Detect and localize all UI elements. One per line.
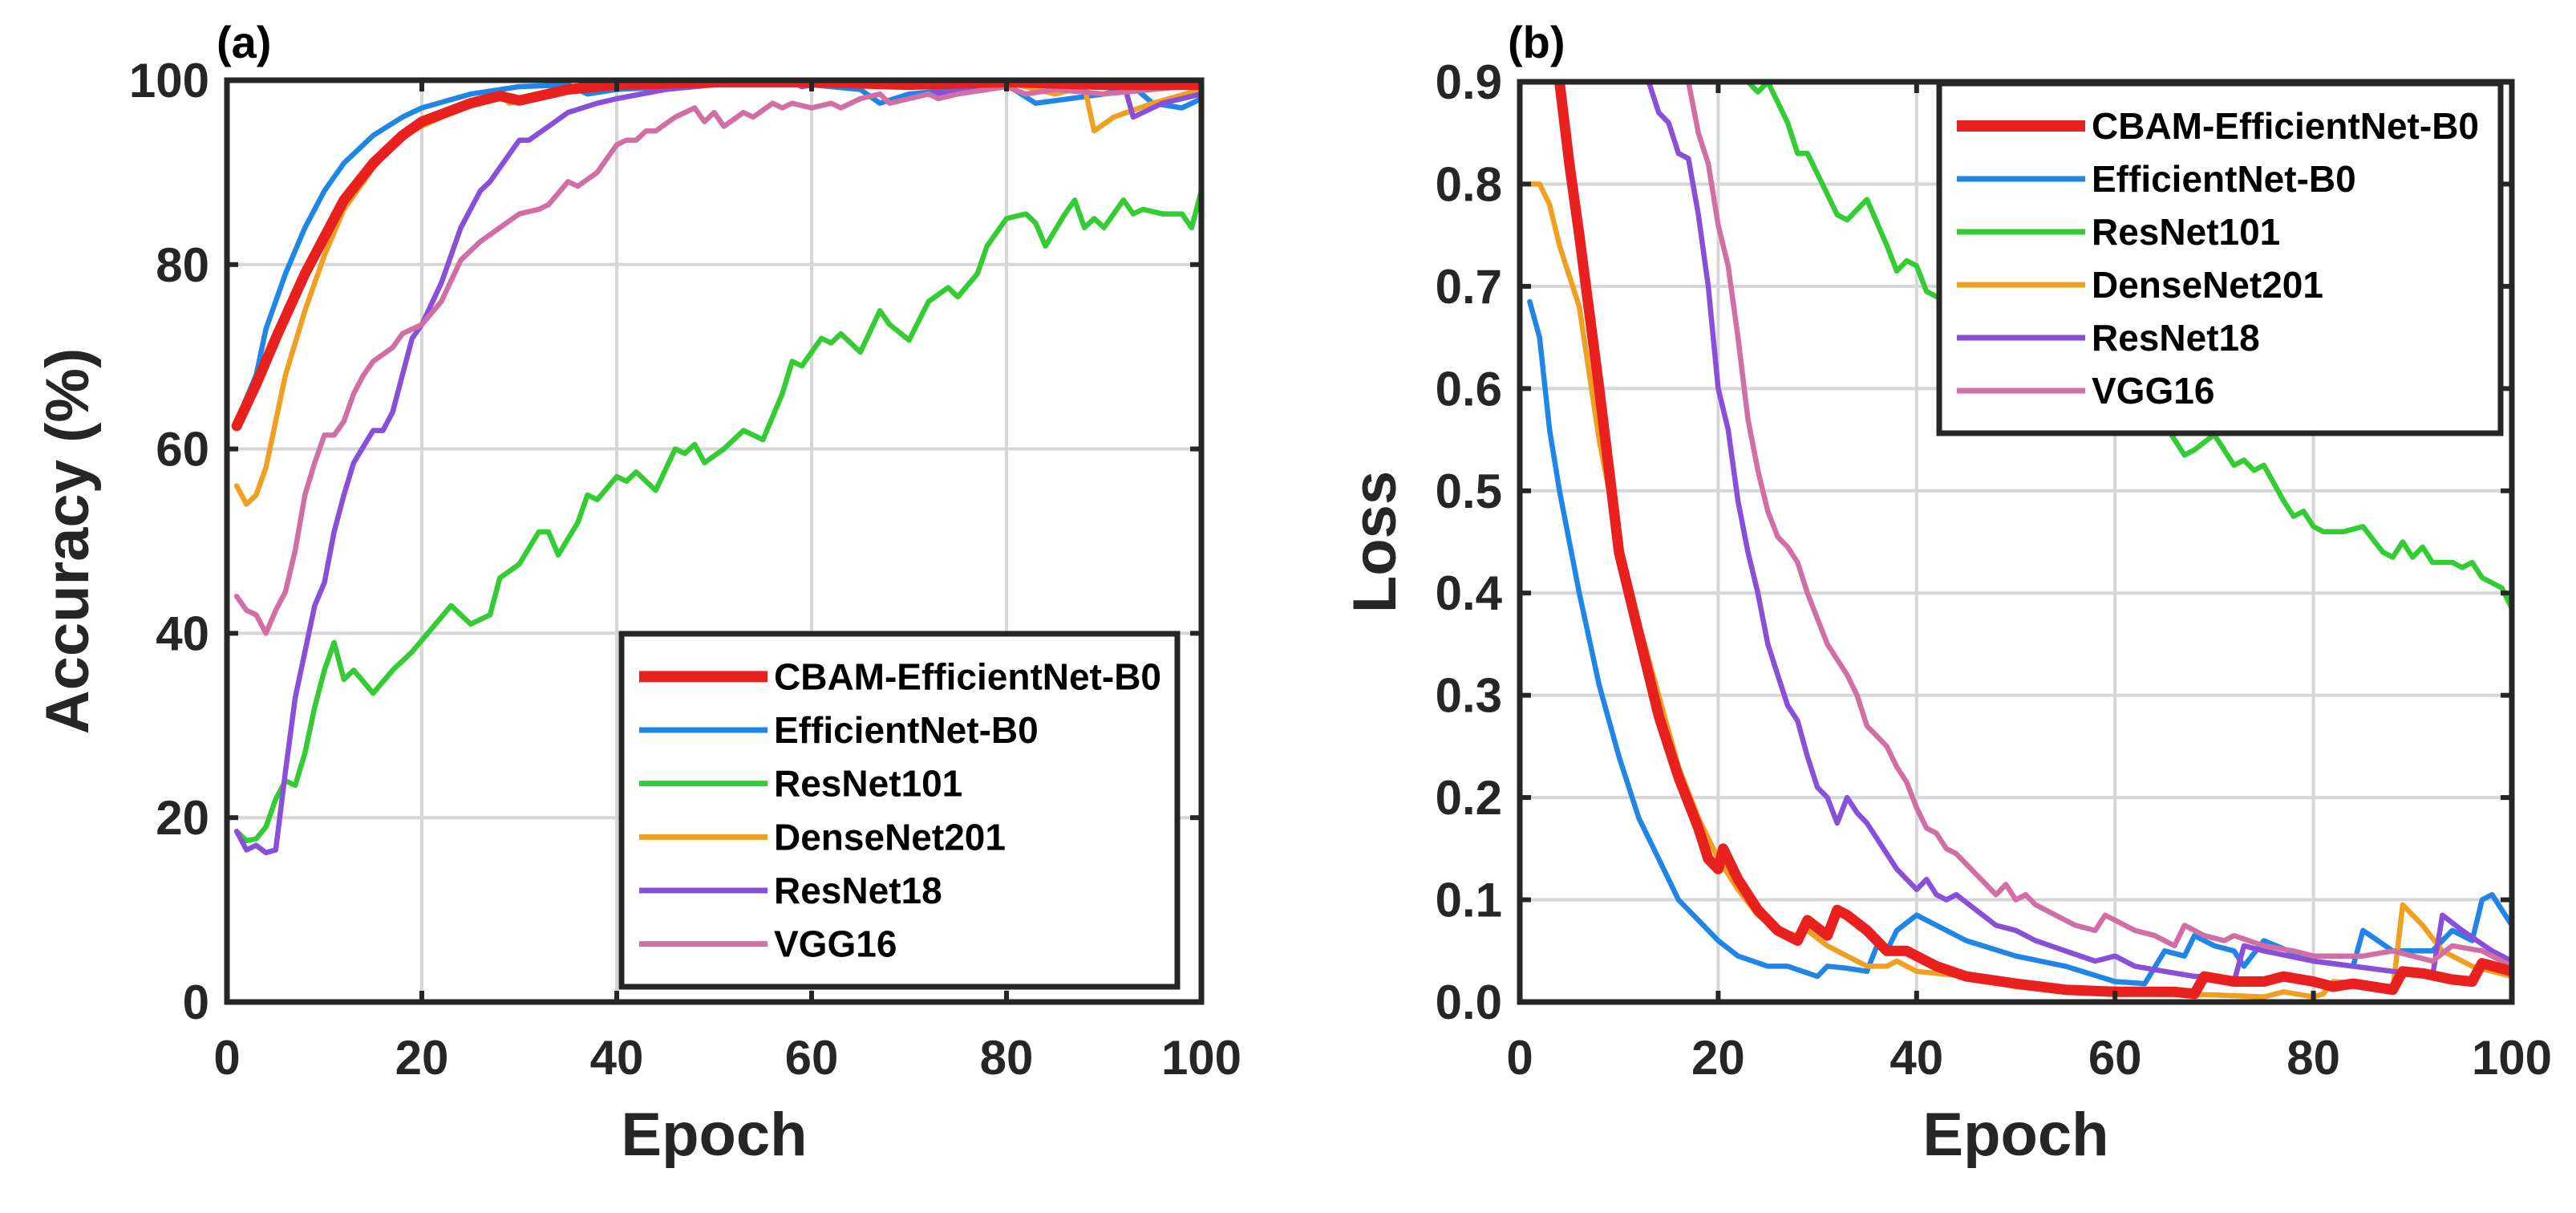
- y-tick-label: 0.4: [1436, 566, 1503, 620]
- x-tick-label: 60: [2088, 1031, 2142, 1085]
- legend-box: [1936, 80, 2504, 436]
- legend-label: VGG16: [2092, 370, 2214, 412]
- legend-label: ResNet101: [2092, 211, 2280, 253]
- legend-item: DenseNet201: [639, 816, 1006, 858]
- x-tick-label: 40: [1889, 1031, 1943, 1085]
- y-tick-label: 80: [156, 238, 209, 292]
- x-tick-label: 0: [1506, 1031, 1533, 1085]
- y-tick-label: 0.9: [1436, 55, 1502, 109]
- series-lines: [1527, 82, 2512, 1000]
- chart-panel-accuracy: 0 20 40 60 80 100 0 20 40 60 80 100 Epoch Accuracy (%…: [34, 17, 1241, 1169]
- legend-label: EfficientNet-B0: [774, 709, 1039, 751]
- y-tick-label: 20: [156, 791, 209, 845]
- legend-box: [618, 631, 1181, 990]
- legend-label: CBAM-EfficientNet-B0: [774, 655, 1161, 697]
- series-line-vgg16: [233, 82, 1201, 636]
- x-axis-label: Epoch: [621, 1101, 807, 1169]
- axes-box: [224, 77, 1205, 1005]
- x-tick-label: 80: [980, 1031, 1034, 1085]
- legend-item: VGG16: [1957, 370, 2214, 412]
- y-tick-label: 60: [156, 423, 209, 477]
- y-tick-label: 40: [156, 606, 209, 660]
- y-tick-label: 0.1: [1436, 874, 1502, 927]
- x-tick-label: 100: [1161, 1031, 1241, 1085]
- legend-item: ResNet101: [1957, 211, 2280, 253]
- legend-label: EfficientNet-B0: [2092, 158, 2356, 200]
- chart-panel-loss: 0 20 40 60 80 100 0.0 0.1 0.2 0.3 0.4 0.5 0.6 0.7 0.8 0…: [1341, 17, 2552, 1169]
- x-tick-label: 0: [213, 1031, 240, 1085]
- series-line-cbam-efficientnet-b0: [231, 80, 1201, 432]
- series-line-efficientnet-b0: [1527, 298, 2512, 987]
- legend-label: ResNet18: [2092, 317, 2260, 359]
- legend-item: VGG16: [639, 923, 897, 965]
- y-axis-label: Accuracy (%): [34, 348, 102, 735]
- panel-label: (a): [217, 17, 271, 67]
- x-tick-label: 100: [2472, 1031, 2552, 1085]
- x-tick-label: 60: [785, 1031, 839, 1085]
- legend-label: CBAM-EfficientNet-B0: [2092, 105, 2479, 147]
- y-tick-label: 0.5: [1436, 465, 1502, 518]
- series-line-cbam-efficientnet-b0: [1553, 82, 2512, 1000]
- legend: CBAM-EfficientNet-B0 EfficientNet-B0 ResNe…: [1936, 80, 2504, 436]
- legend-item: EfficientNet-B0: [639, 709, 1039, 751]
- legend-label: ResNet101: [774, 763, 962, 805]
- y-tick-label: 0.7: [1436, 260, 1502, 314]
- y-tick-label: 0: [183, 976, 209, 1029]
- x-tick-label: 80: [2286, 1031, 2340, 1085]
- panel-label: (b): [1508, 17, 1565, 67]
- legend: CBAM-EfficientNet-B0 EfficientNet-B0 ResNe…: [618, 631, 1181, 990]
- series-line-resnet101: [1745, 82, 2512, 611]
- series-line-vgg16: [1686, 82, 2512, 969]
- legend-label: DenseNet201: [2092, 264, 2323, 306]
- legend-item: EfficientNet-B0: [1957, 158, 2356, 200]
- legend-item: DenseNet201: [1957, 264, 2323, 306]
- y-tick-label: 0.6: [1436, 362, 1502, 416]
- legend-item: CBAM-EfficientNet-B0: [1957, 105, 2479, 147]
- x-tick-label: 40: [590, 1031, 644, 1085]
- series-line-resnet101: [233, 188, 1201, 844]
- legend-item: ResNet18: [1957, 317, 2260, 359]
- x-tick-label: 20: [1691, 1031, 1745, 1085]
- y-axis-label: Loss: [1341, 471, 1409, 613]
- legend-label: VGG16: [774, 923, 897, 965]
- legend-label: DenseNet201: [774, 816, 1006, 858]
- legend-item: CBAM-EfficientNet-B0: [639, 655, 1161, 697]
- legend-label: ResNet18: [774, 870, 942, 911]
- legend-item: ResNet101: [639, 763, 962, 805]
- series-line-resnet18: [1646, 82, 2512, 984]
- y-tick-label: 100: [129, 54, 209, 108]
- y-tick-label: 0.0: [1436, 976, 1502, 1029]
- y-tick-label: 0.8: [1436, 157, 1502, 211]
- x-axis-label: Epoch: [1922, 1101, 2108, 1169]
- y-tick-label: 0.3: [1436, 669, 1502, 723]
- y-tick-label: 0.2: [1436, 771, 1502, 825]
- x-tick-label: 20: [395, 1031, 449, 1085]
- series-line-efficientnet-b0: [233, 82, 1201, 424]
- legend-item: ResNet18: [639, 870, 942, 911]
